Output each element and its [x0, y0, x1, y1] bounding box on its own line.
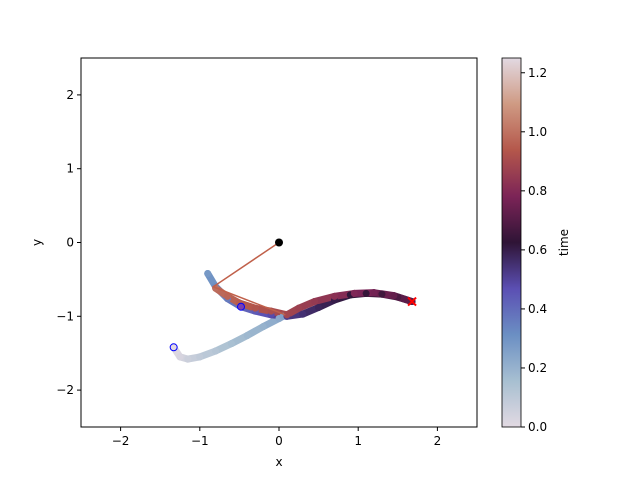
y-tick-label: 0 [66, 236, 74, 250]
y-tick-label: 1 [66, 162, 74, 176]
trajectory-point [311, 298, 319, 306]
trajectory-point [362, 289, 370, 297]
colorbar-tick-label: 0.4 [528, 302, 547, 316]
pivot [275, 238, 283, 247]
trajectory-point [295, 304, 303, 312]
y-tick-label: −1 [56, 309, 74, 323]
colorbar-tick-label: 1.0 [528, 125, 547, 139]
trajectory-point [227, 340, 235, 348]
colorbar-label: time [557, 229, 571, 256]
trajectory-point [204, 269, 212, 277]
colorbar-tick-label: 0.0 [528, 420, 547, 434]
trajectory-point [370, 289, 378, 297]
pendulum-rod [211, 241, 286, 316]
trajectory-point [299, 310, 307, 318]
trajectory-point [176, 353, 184, 361]
colorbar-tick-label: 0.8 [528, 184, 547, 198]
colorbar-tick-label: 1.2 [528, 66, 547, 80]
y-tick-label: 2 [66, 88, 74, 102]
x-tick-label: −1 [191, 434, 209, 448]
x-tick-label: 0 [275, 434, 283, 448]
x-tick-label: −2 [112, 434, 130, 448]
x-tick-label: 2 [434, 434, 442, 448]
trajectory-point [330, 292, 338, 300]
trajectory-point [315, 303, 323, 311]
y-tick-label: −2 [56, 383, 74, 397]
trajectory-point [184, 355, 192, 363]
x-tick-label: 1 [354, 434, 362, 448]
trajectory-point [378, 290, 386, 298]
y-axis-label: y [30, 239, 44, 246]
mid-marker [236, 302, 245, 311]
trajectory-point [224, 292, 232, 300]
colorbar-tick-label: 0.6 [528, 243, 547, 257]
trajectory-point [196, 353, 204, 361]
trajectory-point [243, 331, 251, 339]
trajectory-point [212, 347, 220, 355]
trajectory-point [251, 304, 259, 312]
trajectory-point [390, 292, 398, 300]
trajectory-point [259, 323, 267, 331]
colorbar-tick-label: 0.2 [528, 361, 547, 375]
start-marker [169, 343, 178, 352]
end-marker [407, 296, 417, 307]
colorbar [501, 57, 522, 428]
trajectory-point [350, 289, 358, 297]
trajectory-point [283, 311, 291, 319]
x-axis-label: x [275, 455, 282, 469]
